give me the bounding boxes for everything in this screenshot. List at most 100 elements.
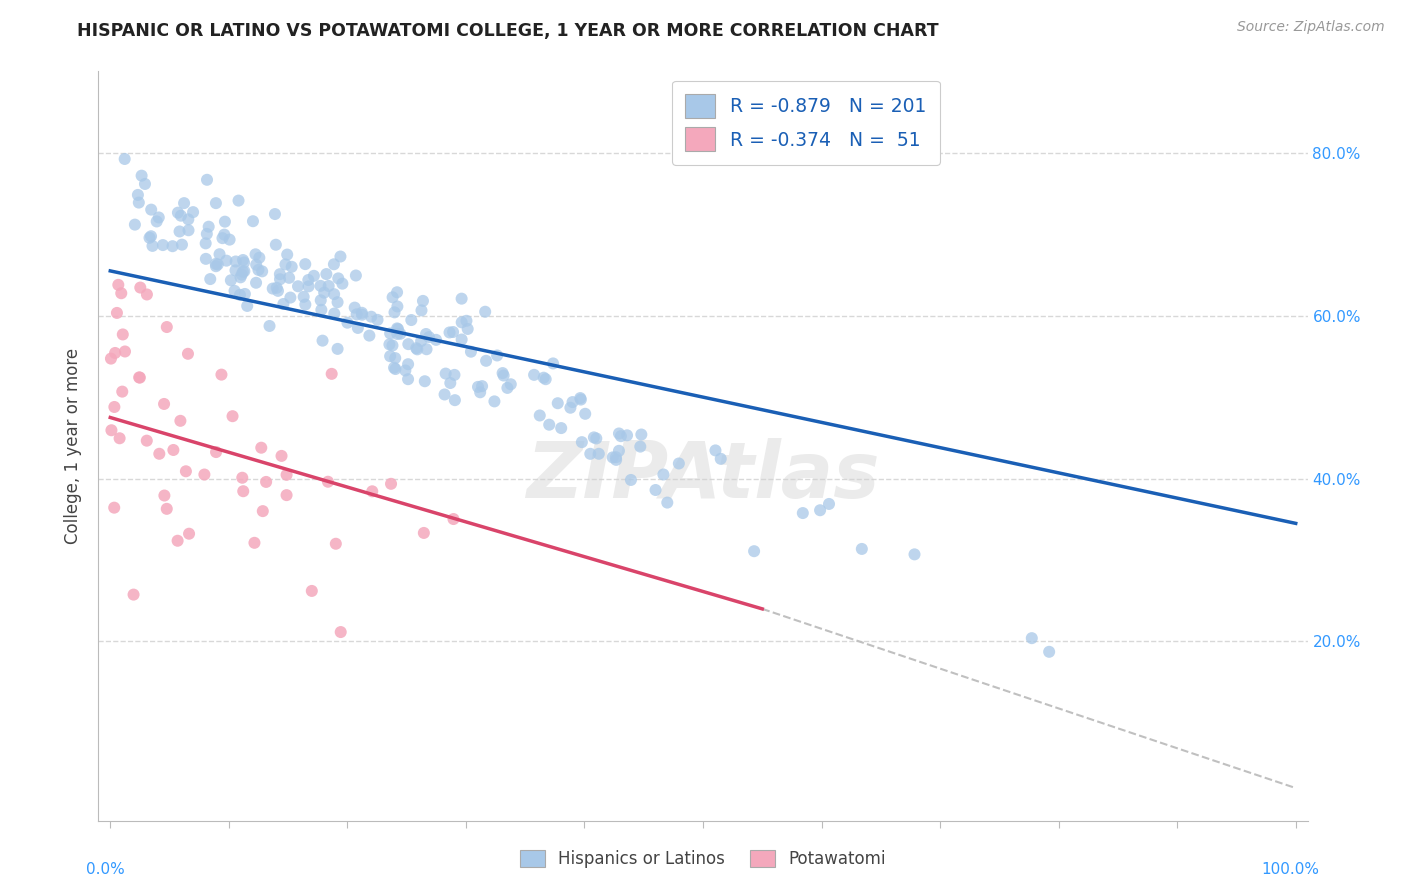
Point: [359, 328, 381, 343]
Point: [276, 247, 298, 261]
Point: [668, 457, 690, 471]
Point: [148, 211, 170, 225]
Point: [245, 247, 267, 261]
Point: [323, 287, 346, 301]
Point: [360, 310, 382, 324]
Point: [450, 315, 472, 329]
Point: [444, 393, 467, 408]
Text: ZIPAtlas: ZIPAtlas: [526, 438, 880, 514]
Point: [851, 541, 873, 556]
Point: [569, 391, 592, 405]
Point: [574, 407, 596, 421]
Y-axis label: College, 1 year or more: College, 1 year or more: [65, 348, 83, 544]
Point: [247, 263, 270, 277]
Point: [233, 255, 256, 269]
Point: [433, 387, 456, 401]
Point: [328, 271, 350, 285]
Point: [630, 427, 652, 442]
Point: [156, 501, 179, 516]
Point: [141, 202, 163, 217]
Point: [347, 321, 370, 335]
Point: [107, 277, 129, 292]
Point: [401, 313, 423, 327]
Point: [350, 306, 373, 320]
Point: [242, 214, 264, 228]
Point: [173, 196, 195, 211]
Point: [579, 447, 602, 461]
Point: [169, 225, 191, 239]
Point: [174, 464, 197, 478]
Point: [704, 443, 727, 458]
Point: [475, 354, 498, 368]
Point: [266, 281, 288, 295]
Point: [229, 288, 252, 302]
Point: [467, 380, 489, 394]
Point: [394, 363, 416, 377]
Point: [569, 392, 592, 407]
Point: [195, 173, 218, 187]
Point: [315, 267, 337, 281]
Point: [128, 370, 150, 384]
Point: [450, 292, 472, 306]
Point: [657, 495, 679, 509]
Point: [903, 547, 925, 561]
Point: [492, 368, 515, 383]
Point: [381, 290, 404, 304]
Point: [276, 467, 298, 482]
Point: [162, 442, 184, 457]
Point: [322, 257, 344, 271]
Point: [278, 270, 301, 285]
Point: [470, 385, 492, 400]
Point: [396, 357, 419, 371]
Point: [309, 293, 332, 308]
Point: [170, 237, 193, 252]
Point: [177, 223, 200, 237]
Point: [177, 212, 200, 227]
Point: [127, 188, 149, 202]
Point: [208, 247, 231, 261]
Point: [297, 273, 319, 287]
Point: [405, 341, 427, 355]
Point: [111, 384, 134, 399]
Text: Source: ZipAtlas.com: Source: ZipAtlas.com: [1237, 20, 1385, 34]
Point: [343, 301, 366, 315]
Point: [104, 346, 127, 360]
Point: [100, 423, 122, 437]
Point: [456, 314, 478, 328]
Point: [415, 343, 437, 357]
Point: [111, 327, 134, 342]
Point: [311, 302, 333, 317]
Point: [204, 257, 226, 271]
Point: [326, 295, 349, 310]
Legend: Hispanics or Latinos, Potawatomi: Hispanics or Latinos, Potawatomi: [513, 843, 893, 875]
Point: [607, 426, 630, 441]
Point: [644, 483, 666, 497]
Point: [332, 277, 354, 291]
Point: [425, 333, 447, 347]
Point: [484, 394, 506, 409]
Point: [162, 239, 184, 253]
Point: [207, 257, 229, 271]
Point: [318, 279, 340, 293]
Point: [610, 429, 633, 443]
Point: [336, 316, 359, 330]
Text: 0.0%: 0.0%: [86, 862, 125, 877]
Point: [167, 205, 190, 219]
Point: [460, 344, 482, 359]
Point: [153, 489, 176, 503]
Point: [110, 286, 132, 301]
Point: [232, 253, 254, 268]
Point: [311, 334, 333, 348]
Point: [252, 504, 274, 518]
Point: [274, 257, 297, 271]
Point: [538, 417, 561, 432]
Point: [346, 307, 368, 321]
Point: [194, 236, 217, 251]
Point: [135, 434, 157, 448]
Point: [384, 351, 406, 365]
Point: [205, 259, 228, 273]
Point: [233, 287, 256, 301]
Point: [710, 451, 733, 466]
Point: [396, 337, 419, 351]
Point: [181, 205, 204, 219]
